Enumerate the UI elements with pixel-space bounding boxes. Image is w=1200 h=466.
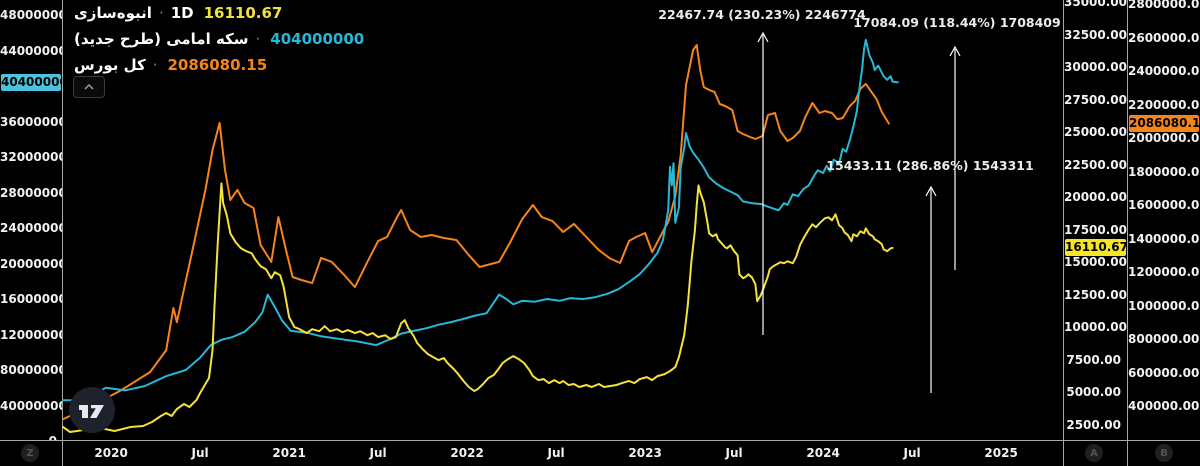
annotation-label[interactable]: 15433.11 (286.86%) 1543311 — [826, 158, 1034, 173]
price-tag-outer-axis: 2086080.15 — [1129, 115, 1200, 133]
axis-tick-label: 800000.00 — [1128, 332, 1200, 346]
axis-tick-label: 5000.00 — [1066, 385, 1121, 400]
time-axis-label: 2024 — [806, 446, 840, 460]
axis-tick-label: 2600000.00 — [1128, 30, 1200, 45]
legend: انبوه‌سازی · 1D 16110.67 سکه امامی (طرح … — [74, 3, 364, 76]
series-line-emami-coin[interactable] — [62, 38, 899, 402]
tradingview-logo-icon[interactable] — [68, 386, 116, 434]
axis-tick-label: 25000.00 — [1064, 125, 1127, 140]
legend-separator: · — [158, 4, 164, 22]
price-tag-inner-axis: 16110.67 — [1065, 239, 1127, 257]
axis-tick-label: 2500.00 — [1066, 418, 1121, 432]
legend-value: 404000000 — [270, 30, 365, 48]
axis-tick-label: 30000.00 — [1064, 60, 1127, 75]
axis-tick-label: 480000000 — [0, 8, 62, 22]
scale-badge-b[interactable]: B — [1155, 444, 1173, 462]
axis-tick-label: 35000.00 — [1064, 0, 1127, 9]
time-axis-label: 2021 — [272, 446, 306, 460]
symbol-name: انبوه‌سازی — [74, 4, 152, 22]
legend-row-total-bourse[interactable]: کل بورس · 2086080.15 — [74, 55, 364, 76]
axis-tick-label: 1600000.00 — [1128, 198, 1200, 212]
axis-tick-label: 1800000.00 — [1128, 164, 1200, 179]
time-axis-label: 2022 — [450, 446, 484, 460]
axis-tick-label: 80000000 — [0, 363, 62, 377]
axis-tick-label: 15000.00 — [1064, 255, 1127, 270]
symbol-name: کل بورس — [74, 56, 146, 74]
axis-tick-label: 40000000 — [0, 398, 62, 413]
arrow-head-icon — [925, 185, 937, 197]
legend-separator: · — [152, 56, 158, 74]
time-axis-label: 2023 — [628, 446, 662, 460]
legend-separator: · — [255, 30, 261, 48]
annotation-label[interactable]: 22467.74 (230.23%) 2246774 — [658, 7, 866, 22]
time-axis-label: 2020 — [94, 446, 128, 460]
axis-tick-label: 400000.00 — [1128, 399, 1200, 413]
axis-tick-label: 10000.00 — [1064, 320, 1127, 335]
axis-tick-label: 1400000.00 — [1128, 231, 1200, 246]
axis-tick-label: 0 — [0, 434, 57, 440]
axis-tick-label: 120000000 — [0, 327, 62, 342]
axis-tick-label: 440000000 — [0, 43, 62, 58]
time-axis-label: Jul — [547, 446, 565, 460]
chevron-up-icon — [84, 84, 94, 90]
arrow-head-icon — [757, 31, 769, 43]
axis-tick-label: 32500.00 — [1064, 27, 1127, 42]
time-axis-label: Jul — [369, 446, 387, 460]
axis-tick-label: 27500.00 — [1064, 92, 1127, 107]
axis-tick-label: 12500.00 — [1064, 287, 1127, 302]
time-axis-label: 2025 — [984, 446, 1018, 460]
series-line-anbooh-sazi[interactable] — [62, 182, 894, 433]
price-scale-right-outer[interactable]: 2800000.00 2600000.00 2400000.00 2200000.00… — [1128, 0, 1200, 440]
series-line-total-bourse[interactable] — [62, 44, 890, 421]
time-axis-label: Jul — [725, 446, 743, 460]
time-scale[interactable]: Z A B 2020 Jul 2021 Jul 2022 Jul 2023 Jul 2024 Ju… — [0, 441, 1200, 466]
price-scale-left[interactable]: 480000000 440000000 360000000 320000000 2800… — [0, 0, 62, 440]
scale-badge-z[interactable]: Z — [21, 444, 39, 462]
axis-tick-label: 360000000 — [0, 114, 62, 129]
timeframe-label[interactable]: 1D — [170, 4, 194, 22]
price-scale-right-inner[interactable]: 35000.00 32500.00 30000.00 27500.00 25000.00… — [1064, 0, 1127, 440]
axis-tick-label: 200000000 — [0, 256, 62, 271]
axis-tick-label: 2000000.00 — [1128, 131, 1200, 145]
annotation-label[interactable]: 17084.09 (118.44%) 1708409 — [853, 15, 1061, 30]
scale-badge-a[interactable]: A — [1085, 444, 1103, 462]
axis-tick-label: 240000000 — [0, 221, 62, 235]
axis-tick-label: 280000000 — [0, 185, 62, 200]
axis-tick-label: 2400000.00 — [1128, 64, 1200, 78]
symbol-name: سکه امامی (طرح جدید) — [74, 30, 249, 48]
axis-tick-label: 20000.00 — [1064, 190, 1127, 205]
time-axis-label: Jul — [191, 446, 209, 460]
axis-tick-label: 2800000.00 — [1128, 0, 1200, 11]
axis-tick-label: 1000000.00 — [1128, 298, 1200, 313]
legend-row-anbooh-sazi[interactable]: انبوه‌سازی · 1D 16110.67 — [74, 3, 364, 24]
legend-value: 2086080.15 — [167, 56, 268, 74]
price-tag-left-axis: 404000000 — [1, 73, 62, 91]
legend-collapse-button[interactable] — [73, 76, 105, 98]
legend-value: 16110.67 — [203, 4, 283, 22]
arrow-head-icon — [949, 45, 961, 57]
axis-tick-label: 160000000 — [0, 292, 62, 306]
axis-tick-label: 17500.00 — [1064, 222, 1127, 237]
legend-row-emami-coin[interactable]: سکه امامی (طرح جدید) · 404000000 — [74, 29, 364, 50]
axis-tick-label: 2200000.00 — [1128, 97, 1200, 112]
axis-tick-label: 22500.00 — [1064, 157, 1127, 172]
axis-tick-label: 1200000.00 — [1128, 265, 1200, 279]
axis-tick-label: 600000.00 — [1128, 365, 1200, 380]
axis-tick-label: 7500.00 — [1066, 352, 1121, 367]
axis-tick-label: 320000000 — [0, 150, 62, 164]
time-axis-label: Jul — [903, 446, 921, 460]
